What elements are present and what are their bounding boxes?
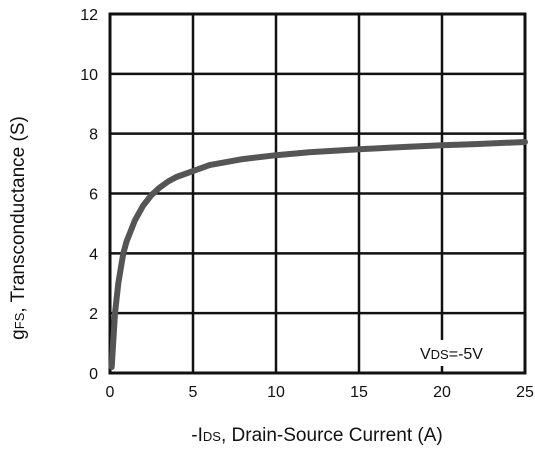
- x-tick-label: 10: [267, 384, 285, 401]
- annotation-main: V: [420, 346, 431, 363]
- annotation-background: [413, 340, 511, 366]
- plot-frame: [108, 12, 527, 375]
- x-tick-label: 0: [106, 384, 115, 401]
- x-tick-label: 25: [516, 384, 534, 401]
- y-tick-label: 4: [89, 246, 98, 263]
- y-axis-title-main: g: [8, 329, 29, 340]
- x-axis-title-sub: DS: [203, 429, 221, 444]
- annotation-vds: VDS=-5V: [420, 346, 483, 363]
- y-tick-label: 2: [89, 306, 98, 323]
- y-tick-label: 8: [89, 127, 98, 144]
- x-axis-title: -IDS, Drain-Source Current (A): [191, 425, 442, 446]
- x-axis-title-prefix: -I: [191, 425, 203, 446]
- x-tick-labels: 0 5 10 15 20 25: [106, 384, 534, 401]
- y-tick-label: 6: [89, 187, 98, 204]
- y-tick-label: 10: [80, 67, 98, 84]
- y-tick-label: 12: [80, 7, 98, 24]
- annotation-sub: DS: [431, 347, 449, 362]
- y-axis-title: gFS, Transconductance (S): [8, 116, 29, 340]
- annotation-rest: =-5V: [449, 346, 484, 363]
- y-axis-title-rest: , Transconductance (S): [8, 116, 29, 312]
- series-line-transconductance: [108, 139, 528, 370]
- x-tick-label: 5: [189, 384, 198, 401]
- y-tick-labels: 0 2 4 6 8 10 12: [80, 7, 98, 383]
- x-tick-label: 20: [433, 384, 451, 401]
- y-tick-label: 0: [89, 366, 98, 383]
- y-axis-title-sub: FS: [12, 312, 27, 329]
- x-axis-title-rest: , Drain-Source Current (A): [221, 425, 443, 446]
- x-tick-label: 15: [350, 384, 368, 401]
- grid-lines: [110, 14, 525, 373]
